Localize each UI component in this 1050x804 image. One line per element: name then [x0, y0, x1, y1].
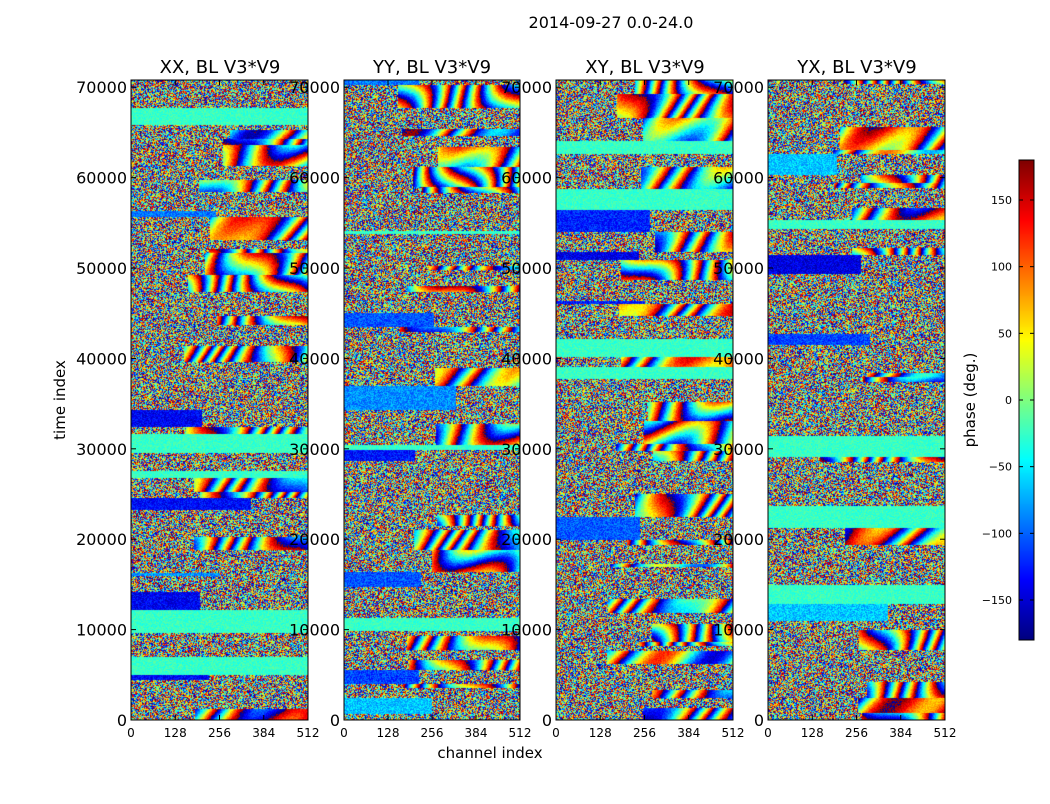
colorbar-tick-label: 150 [991, 194, 1012, 207]
x-tick-label: 0 [340, 726, 348, 740]
y-tick-label: 40000 [76, 349, 127, 368]
panel-xx-x-ticks: 0 128 256 384 512 [127, 80, 319, 740]
panel-xx-heatmap [131, 80, 308, 720]
y-tick-label: 40000 [501, 349, 552, 368]
panel-xy-heatmap [556, 80, 733, 720]
panel-yy-x-ticks: 0 128 256 384 512 [340, 80, 531, 740]
panel-yy: YY, BL V3*V9 0 128 256 384 512 0 10000 20000 30… [289, 57, 531, 740]
panel-yy-heatmap [344, 80, 520, 720]
x-tick-label: 384 [252, 726, 275, 740]
x-tick-label: 256 [421, 726, 444, 740]
colorbar-tick-label: −150 [982, 594, 1012, 607]
panel-yx: YX, BL V3*V9 0 128 256 384 512 0 10000 20000 30… [713, 57, 956, 740]
x-tick-label: 0 [127, 726, 135, 740]
y-tick-label: 50000 [76, 259, 127, 278]
y-tick-label: 30000 [501, 440, 552, 459]
panel-yx-x-ticks: 0 128 256 384 512 [764, 80, 956, 740]
y-tick-label: 10000 [289, 621, 340, 640]
x-tick-label: 128 [589, 726, 612, 740]
colorbar: 150 100 50 0 −50 −100 −150 phase (deg.) [961, 159, 1035, 641]
y-tick-label: 40000 [289, 349, 340, 368]
x-tick-label: 128 [164, 726, 187, 740]
panel-xy-title: XY, BL V3*V9 [585, 57, 704, 78]
x-tick-label: 0 [552, 726, 560, 740]
panel-xy-y-ticks: 0 10000 20000 30000 40000 50000 60000 70000 [501, 78, 733, 730]
y-tick-label: 0 [330, 711, 340, 730]
y-tick-label: 70000 [501, 78, 552, 97]
y-tick-label: 10000 [76, 621, 127, 640]
y-tick-label: 60000 [76, 169, 127, 188]
x-tick-label: 512 [722, 726, 745, 740]
colorbar-tick-label: −100 [982, 527, 1012, 540]
y-tick-label: 10000 [713, 621, 764, 640]
panel-xy-x-ticks: 0 128 256 384 512 [552, 80, 744, 740]
y-tick-label: 50000 [501, 259, 552, 278]
panel-yx-heatmap [768, 80, 945, 720]
colorbar-ticks: 150 100 50 0 −50 −100 −150 [982, 194, 1034, 607]
y-axis-label: time index [51, 360, 69, 440]
panel-yy-title: YY, BL V3*V9 [372, 57, 491, 78]
y-tick-label: 10000 [501, 621, 552, 640]
x-tick-label: 384 [677, 726, 700, 740]
x-tick-label: 512 [297, 726, 320, 740]
y-tick-label: 20000 [713, 530, 764, 549]
y-tick-label: 50000 [713, 259, 764, 278]
colorbar-tick-label: 50 [998, 327, 1012, 340]
panel-yx-y-ticks: 0 10000 20000 30000 40000 50000 60000 70000 [713, 78, 945, 730]
panel-yy-y-ticks: 0 10000 20000 30000 40000 50000 60000 70000 [289, 78, 520, 730]
colorbar-tick-label: 0 [1005, 394, 1012, 407]
x-tick-label: 512 [509, 726, 532, 740]
y-tick-label: 50000 [289, 259, 340, 278]
y-tick-label: 20000 [289, 530, 340, 549]
y-tick-label: 70000 [289, 78, 340, 97]
colorbar-tick-label: −50 [989, 461, 1012, 474]
y-tick-label: 60000 [713, 169, 764, 188]
x-tick-label: 384 [465, 726, 488, 740]
x-tick-label: 256 [633, 726, 656, 740]
panel-yx-title: YX, BL V3*V9 [796, 57, 916, 78]
x-axis-label: channel index [437, 744, 542, 762]
y-tick-label: 60000 [501, 169, 552, 188]
x-tick-label: 256 [845, 726, 868, 740]
y-tick-label: 0 [754, 711, 764, 730]
colorbar-label: phase (deg.) [961, 353, 979, 448]
y-tick-label: 30000 [289, 440, 340, 459]
x-tick-label: 0 [764, 726, 772, 740]
panel-xx-title: XX, BL V3*V9 [160, 57, 281, 78]
y-tick-label: 70000 [713, 78, 764, 97]
panel-xx-y-ticks: 0 10000 20000 30000 40000 50000 60000 70000 [76, 78, 308, 730]
y-tick-label: 0 [117, 711, 127, 730]
panel-xx: XX, BL V3*V9 0 128 256 384 512 0 10000 20000 30… [76, 57, 319, 740]
x-tick-label: 128 [801, 726, 824, 740]
panel-xy: XY, BL V3*V9 0 128 256 384 512 0 10000 20000 30… [501, 57, 744, 740]
y-tick-label: 30000 [713, 440, 764, 459]
x-tick-label: 128 [377, 726, 400, 740]
x-tick-label: 384 [889, 726, 912, 740]
y-tick-label: 20000 [501, 530, 552, 549]
figure-title: 2014-09-27 0.0-24.0 [529, 13, 694, 32]
y-tick-label: 20000 [76, 530, 127, 549]
x-tick-label: 256 [208, 726, 231, 740]
colorbar-gradient [1019, 160, 1034, 640]
y-tick-label: 30000 [76, 440, 127, 459]
y-tick-label: 70000 [76, 78, 127, 97]
x-tick-label: 512 [934, 726, 957, 740]
y-tick-label: 60000 [289, 169, 340, 188]
y-tick-label: 40000 [713, 349, 764, 368]
y-tick-label: 0 [542, 711, 552, 730]
colorbar-tick-label: 100 [991, 261, 1012, 274]
